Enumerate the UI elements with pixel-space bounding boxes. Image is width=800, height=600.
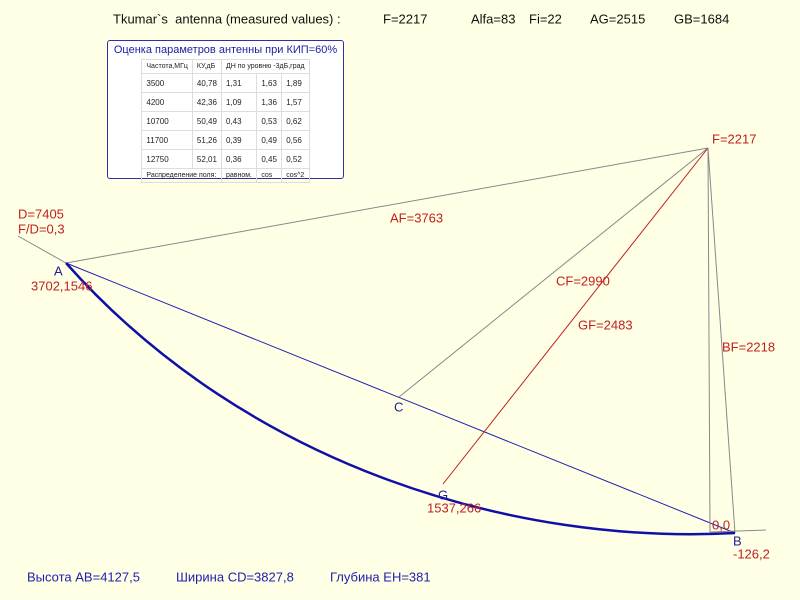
table-cell: 10700 — [141, 111, 193, 131]
line-cf — [398, 147, 709, 398]
point-label: BF=2218 — [722, 339, 775, 354]
footer-measure: Глубина EH=381 — [330, 569, 431, 584]
table-cell: 0,45 — [256, 149, 283, 169]
point-label: F=2217 — [712, 131, 756, 146]
table-cell: ДН по уровню -3дБ,град — [220, 59, 310, 74]
table-cell: 0,52 — [281, 149, 310, 169]
footer-measure: Ширина CD=3827,8 — [176, 569, 294, 584]
line-gf — [442, 147, 709, 485]
point-label: 0,0 — [712, 517, 730, 532]
table-cell: 0,62 — [281, 111, 310, 131]
point-label: F/D=0,3 — [18, 221, 65, 236]
lines — [17, 147, 767, 536]
point-label: 3702,1546 — [31, 278, 92, 293]
table-cell: 1,63 — [256, 73, 283, 93]
line-f-vertical — [707, 147, 711, 533]
parameter-panel: Оценка параметров антенны при КИП=60% Ча… — [107, 40, 344, 183]
table-cell: 12750 — [141, 149, 193, 169]
point-label: C — [394, 399, 403, 414]
table-cell: 3500 — [141, 73, 193, 93]
line-af — [65, 147, 709, 264]
table-row: Частота,МГц КУ,дБ ДН по уровню -3дБ,град — [141, 59, 310, 74]
header: Tkumar`s antenna (measured values) : F=22… — [113, 11, 729, 26]
reflector-curve — [65, 262, 736, 536]
panel-title: Оценка параметров антенны при КИП=60% — [113, 44, 338, 56]
table-cell: Частота,МГц — [141, 59, 193, 74]
header-param: AG=2515 — [590, 11, 645, 26]
table-cell: 52,01 — [191, 149, 222, 169]
table-cell: Распределение поля: — [141, 168, 222, 183]
footer-measure: Высота AB=4127,5 — [27, 569, 140, 584]
baseline — [709, 529, 767, 533]
line-bf — [707, 147, 736, 534]
table-row: 11700 51,26 0,39 0,49 0,56 — [141, 130, 310, 150]
table-cell: 1,57 — [281, 92, 310, 112]
header-param: F=2217 — [383, 11, 427, 26]
header-param: GB=1684 — [674, 11, 729, 26]
point-label: -126,2 — [733, 546, 770, 561]
table-cell: cos — [256, 168, 283, 183]
table-cell: 1,36 — [256, 92, 283, 112]
table-cell: 4200 — [141, 92, 193, 112]
focal-axis — [17, 235, 67, 264]
table-row: 12750 52,01 0,36 0,45 0,52 — [141, 149, 310, 169]
point-label: CF=2990 — [556, 273, 610, 288]
point-label: B — [733, 533, 742, 548]
point-label: AF=3763 — [390, 210, 443, 225]
footer: Высота AB=4127,5 Ширина CD=3827,8 Глубина … — [27, 569, 431, 584]
table-cell: 1,09 — [220, 92, 258, 112]
table-row: 10700 50,49 0,43 0,53 0,62 — [141, 111, 310, 131]
table-cell: cos^2 — [281, 168, 310, 183]
header-title: Tkumar`s antenna (measured values) : — [113, 11, 341, 26]
table-cell: 0,36 — [220, 149, 258, 169]
table-cell: 0,39 — [220, 130, 258, 150]
table-cell: равном. — [220, 168, 258, 183]
table-cell: КУ,дБ — [191, 59, 222, 74]
line-ab — [65, 262, 736, 534]
table-cell: 0,53 — [256, 111, 283, 131]
table-cell: 42,36 — [191, 92, 222, 112]
table-cell: 0,43 — [220, 111, 258, 131]
header-param: Alfa=83 — [471, 11, 515, 26]
table-cell: 1,31 — [220, 73, 258, 93]
point-label: GF=2483 — [578, 317, 633, 332]
table-cell: 50,49 — [191, 111, 222, 131]
table-cell: 51,26 — [191, 130, 222, 150]
table-cell: 0,56 — [281, 130, 310, 150]
point-label: G — [438, 487, 448, 502]
point-label: 1537,266 — [427, 500, 481, 515]
parameter-table: Частота,МГц КУ,дБ ДН по уровню -3дБ,град 35… — [141, 59, 310, 183]
table-cell: 11700 — [141, 130, 193, 150]
point-label: D=7405 — [18, 206, 64, 221]
point-label: A — [54, 263, 63, 278]
table-row: Распределение поля: равном. cos cos^2 — [141, 168, 310, 183]
table-cell: 1,89 — [281, 73, 310, 93]
header-param: Fi=22 — [529, 11, 562, 26]
table-row: 3500 40,78 1,31 1,63 1,89 — [141, 73, 310, 93]
table-cell: 0,49 — [256, 130, 283, 150]
table-row: 4200 42,36 1,09 1,36 1,57 — [141, 92, 310, 112]
table-cell: 40,78 — [191, 73, 222, 93]
